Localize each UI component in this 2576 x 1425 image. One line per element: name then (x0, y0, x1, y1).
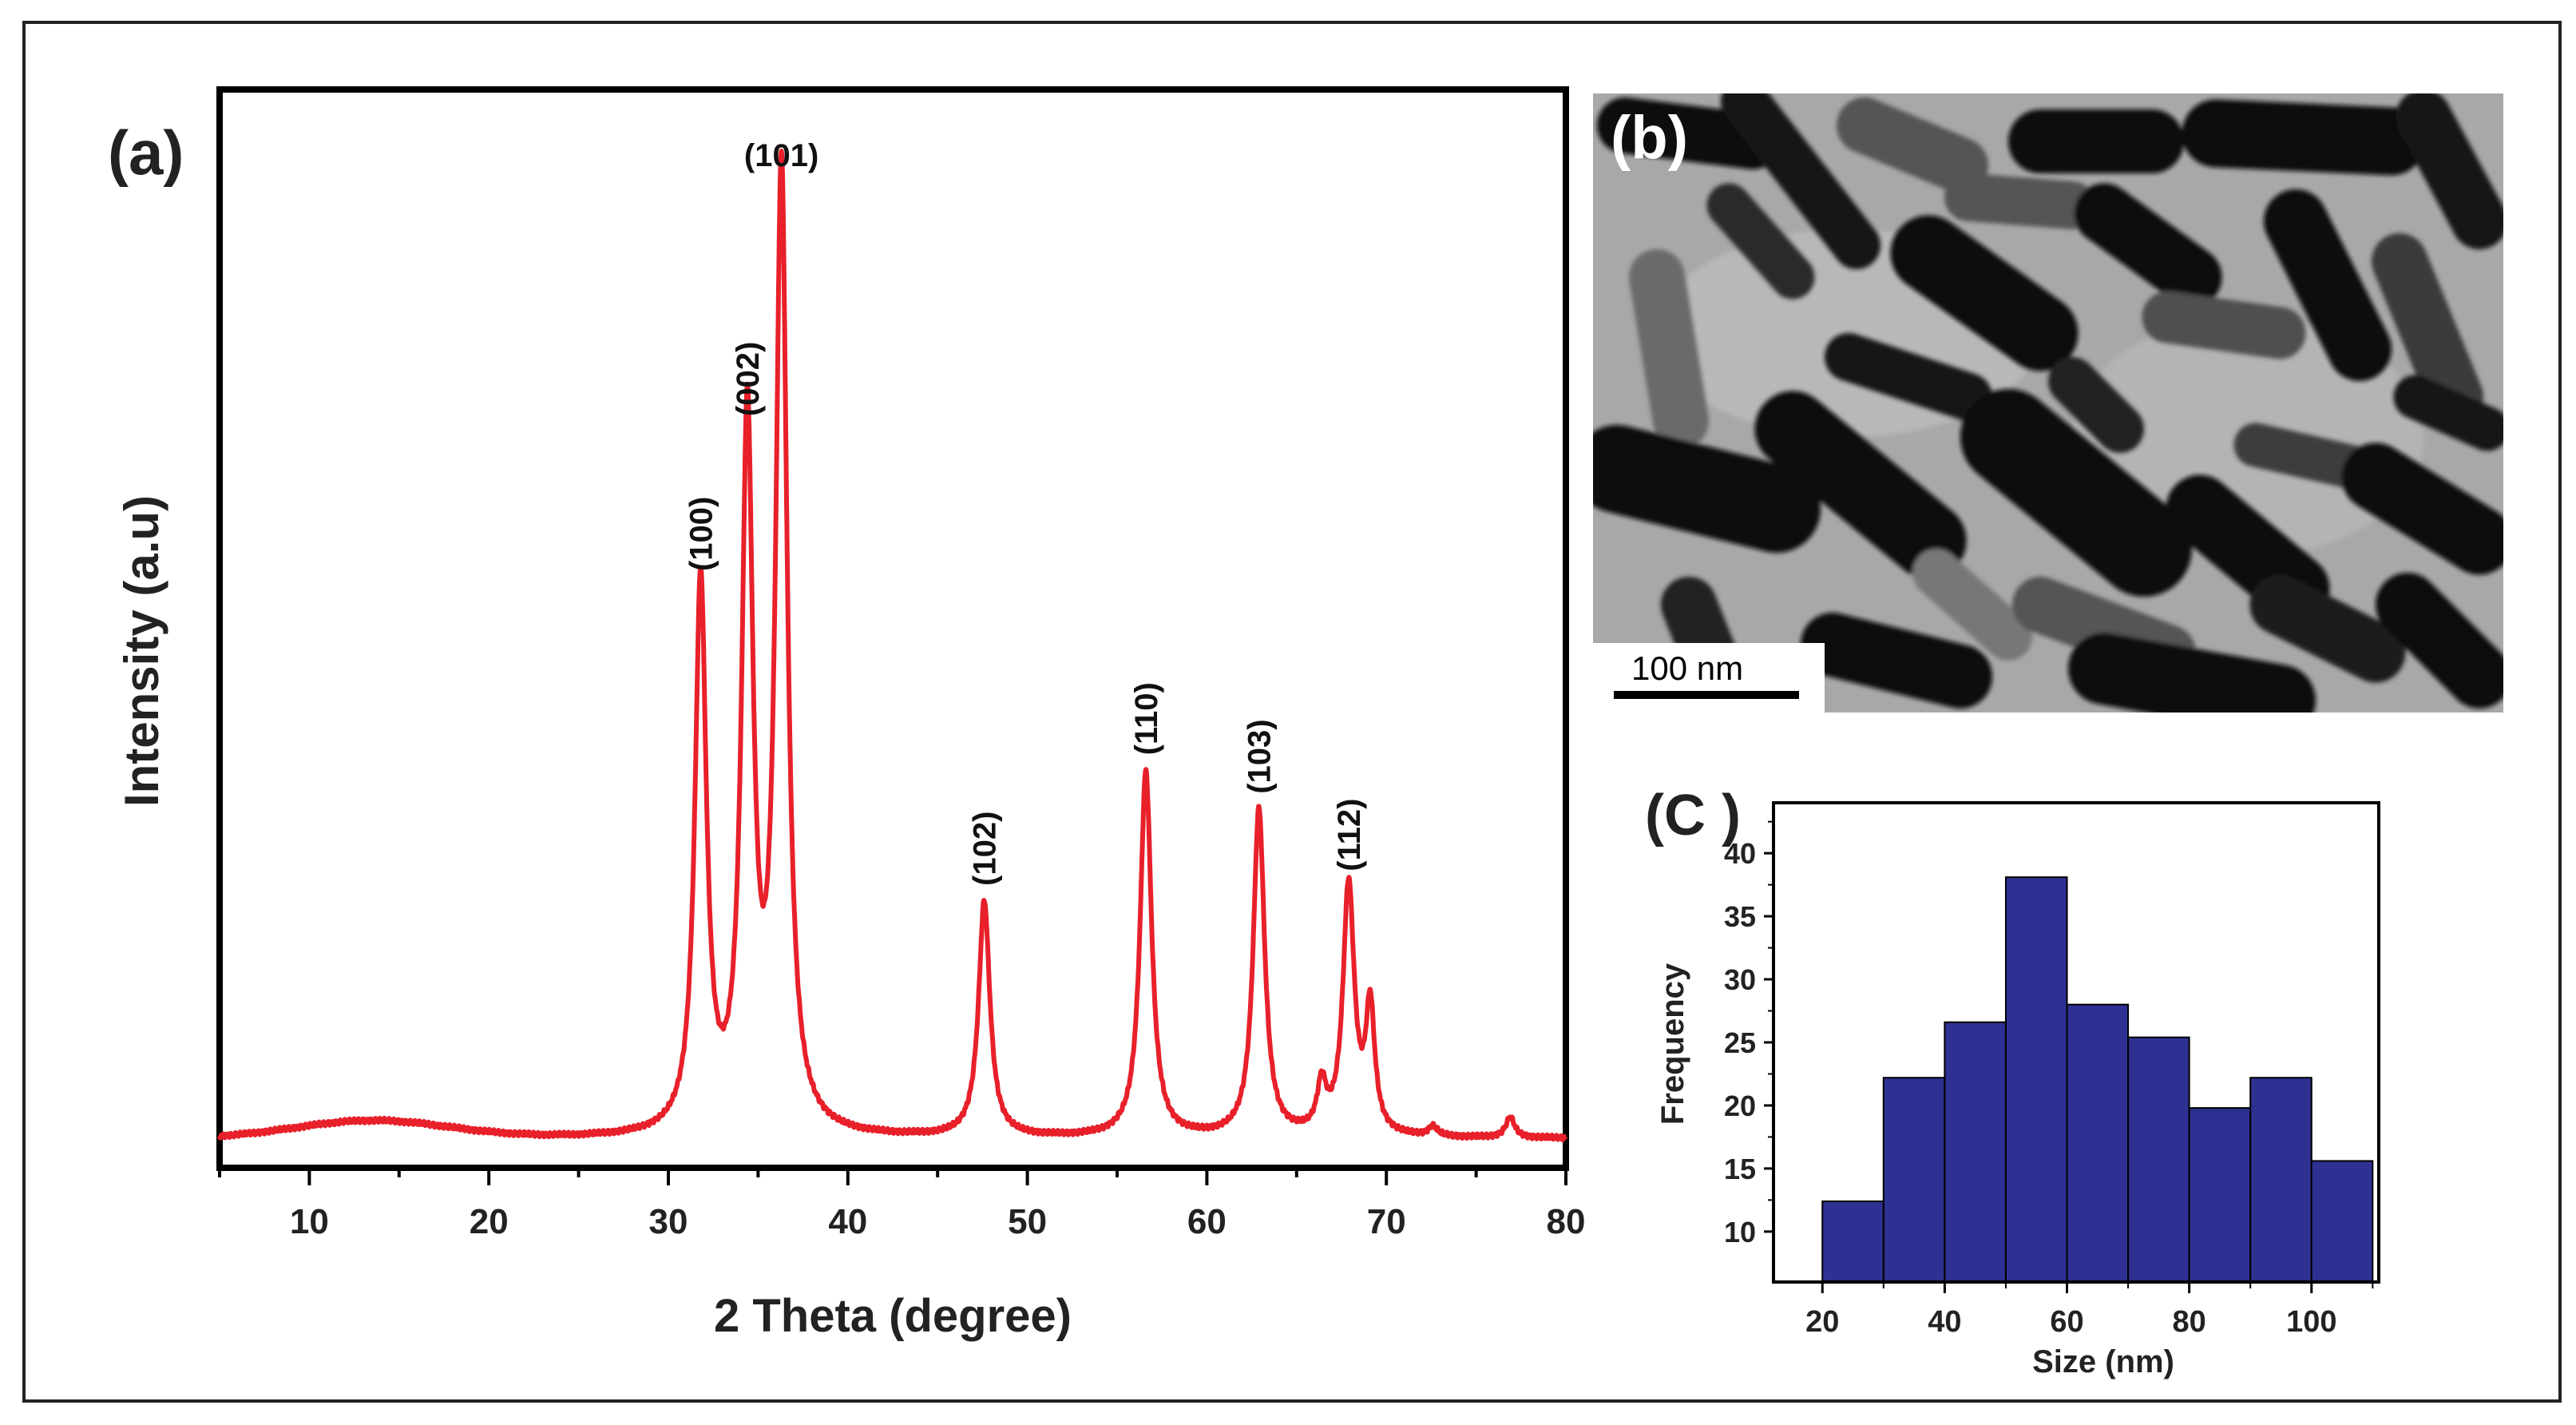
panel-label-a: (a) (108, 117, 184, 188)
xrd-peak-label: (112) (1332, 799, 1367, 871)
xrd-x-tick-label: 30 (649, 1202, 688, 1241)
tem-particles (1593, 93, 2503, 712)
xrd-x-axis: 10 20 30 40 50 60 70 80 (218, 1168, 1586, 1241)
xrd-peak-labels: (100) (002) (101) (102) (110) (103) (112) (684, 138, 1367, 886)
xrd-peak-label: (110) (1129, 682, 1164, 755)
xrd-peak-label: (102) (968, 812, 1003, 886)
scale-bar-label: 100 nm (1631, 649, 1744, 687)
xrd-y-axis-label: Intensity (a.u) (115, 495, 168, 807)
xrd-x-tick-label: 60 (1187, 1202, 1227, 1241)
xrd-x-tick-label: 10 (290, 1202, 329, 1241)
xrd-peak-label: (002) (731, 342, 766, 416)
xrd-x-tick-label: 50 (1008, 1202, 1047, 1241)
xrd-peak-label: (100) (684, 497, 719, 571)
xrd-x-tick-label: 70 (1367, 1202, 1406, 1241)
figure-frame (22, 21, 2562, 1403)
xrd-peak-label: (101) (744, 138, 818, 173)
xrd-curve (217, 149, 1568, 1142)
xrd-x-tick-label: 40 (828, 1202, 867, 1241)
xrd-x-tick-label: 80 (1547, 1202, 1586, 1241)
xrd-x-tick-label: 20 (470, 1202, 509, 1241)
xrd-x-axis-label: 2 Theta (degree) (714, 1290, 1072, 1342)
scale-bar (1614, 691, 1799, 699)
panel-label-b: (b) (1611, 104, 1689, 172)
tem-image: (b) 100 nm (1593, 93, 2503, 712)
xrd-plot-frame (216, 86, 1569, 1171)
scale-bar-box: 100 nm (1593, 643, 1825, 712)
xrd-peak-label: (103) (1242, 719, 1278, 793)
